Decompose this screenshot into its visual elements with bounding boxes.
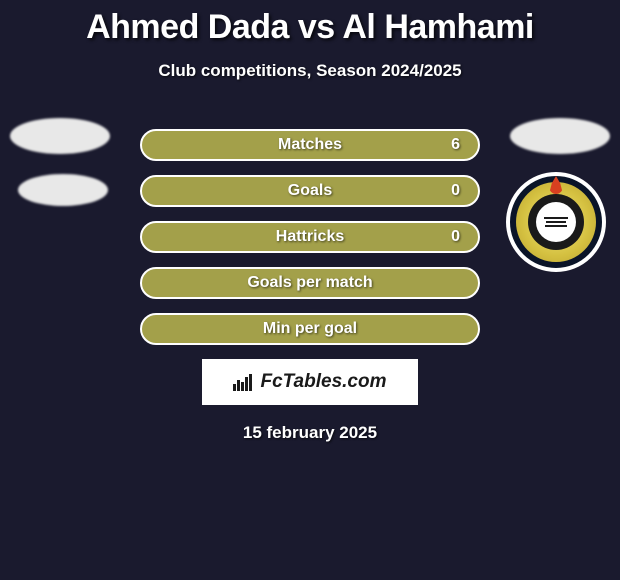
date-label: 15 february 2025 — [0, 423, 620, 443]
page-title: Ahmed Dada vs Al Hamhami — [0, 0, 620, 47]
stat-value: 0 — [451, 182, 460, 200]
stats-list: 0 Matches 6 0 Goals 0 0 Hattricks 0 Goal… — [0, 129, 620, 345]
stat-bar-min-per-goal: Min per goal — [140, 313, 480, 345]
stat-label: Min per goal — [263, 320, 357, 338]
brand-text: FcTables.com — [260, 371, 386, 393]
brand-box[interactable]: FcTables.com — [202, 359, 418, 405]
stat-label: Matches — [278, 136, 342, 154]
stat-label: Hattricks — [276, 228, 344, 246]
stat-value: 0 — [451, 228, 460, 246]
stat-bar-goals-per-match: Goals per match — [140, 267, 480, 299]
stat-bar-matches: 0 Matches 6 — [140, 129, 480, 161]
stat-label: Goals per match — [247, 274, 372, 292]
stat-bar-goals: 0 Goals 0 — [140, 175, 480, 207]
bar-chart-icon — [233, 374, 252, 391]
stat-value: 6 — [451, 136, 460, 154]
stat-label: Goals — [288, 182, 332, 200]
subtitle: Club competitions, Season 2024/2025 — [0, 61, 620, 81]
stat-bar-hattricks: 0 Hattricks 0 — [140, 221, 480, 253]
